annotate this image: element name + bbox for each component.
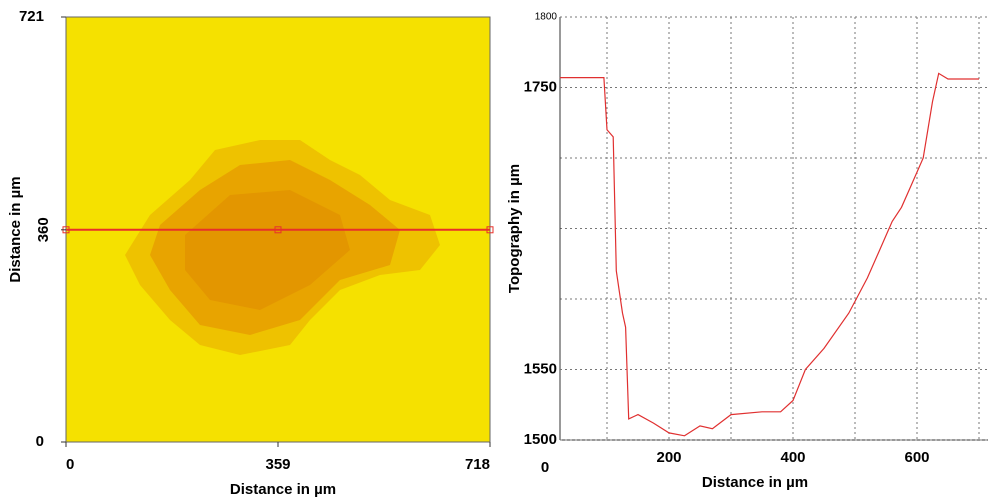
y-tick-label: 1800 [535,12,558,23]
x-axis-title: Distance in µm [230,481,336,498]
blob-core [185,190,350,310]
profile-handle [486,226,494,234]
x-axis-title: Distance in µm [702,474,808,491]
x-tick-label: 400 [780,449,805,466]
y-axis-title: Distance in µm [7,176,24,282]
y-tick-label: 360 [35,217,52,242]
x-tick-label: 0 [541,459,549,476]
profile-line [559,72,979,437]
y-tick-label: 0 [36,433,44,450]
y-axis-title: Topography in µm [506,164,523,293]
y-tick-label: 1750 [524,78,557,95]
x-tick-label: 359 [265,456,290,473]
x-tick-label: 600 [904,449,929,466]
x-tick-label: 200 [656,449,681,466]
y-tick-label: 721 [19,8,44,25]
x-tick-label: 718 [465,456,490,473]
profile-handle [274,226,282,234]
y-tick-label: 1500 [524,431,557,448]
x-tick-label: 0 [66,456,74,473]
y-tick-label: 1550 [524,360,557,377]
